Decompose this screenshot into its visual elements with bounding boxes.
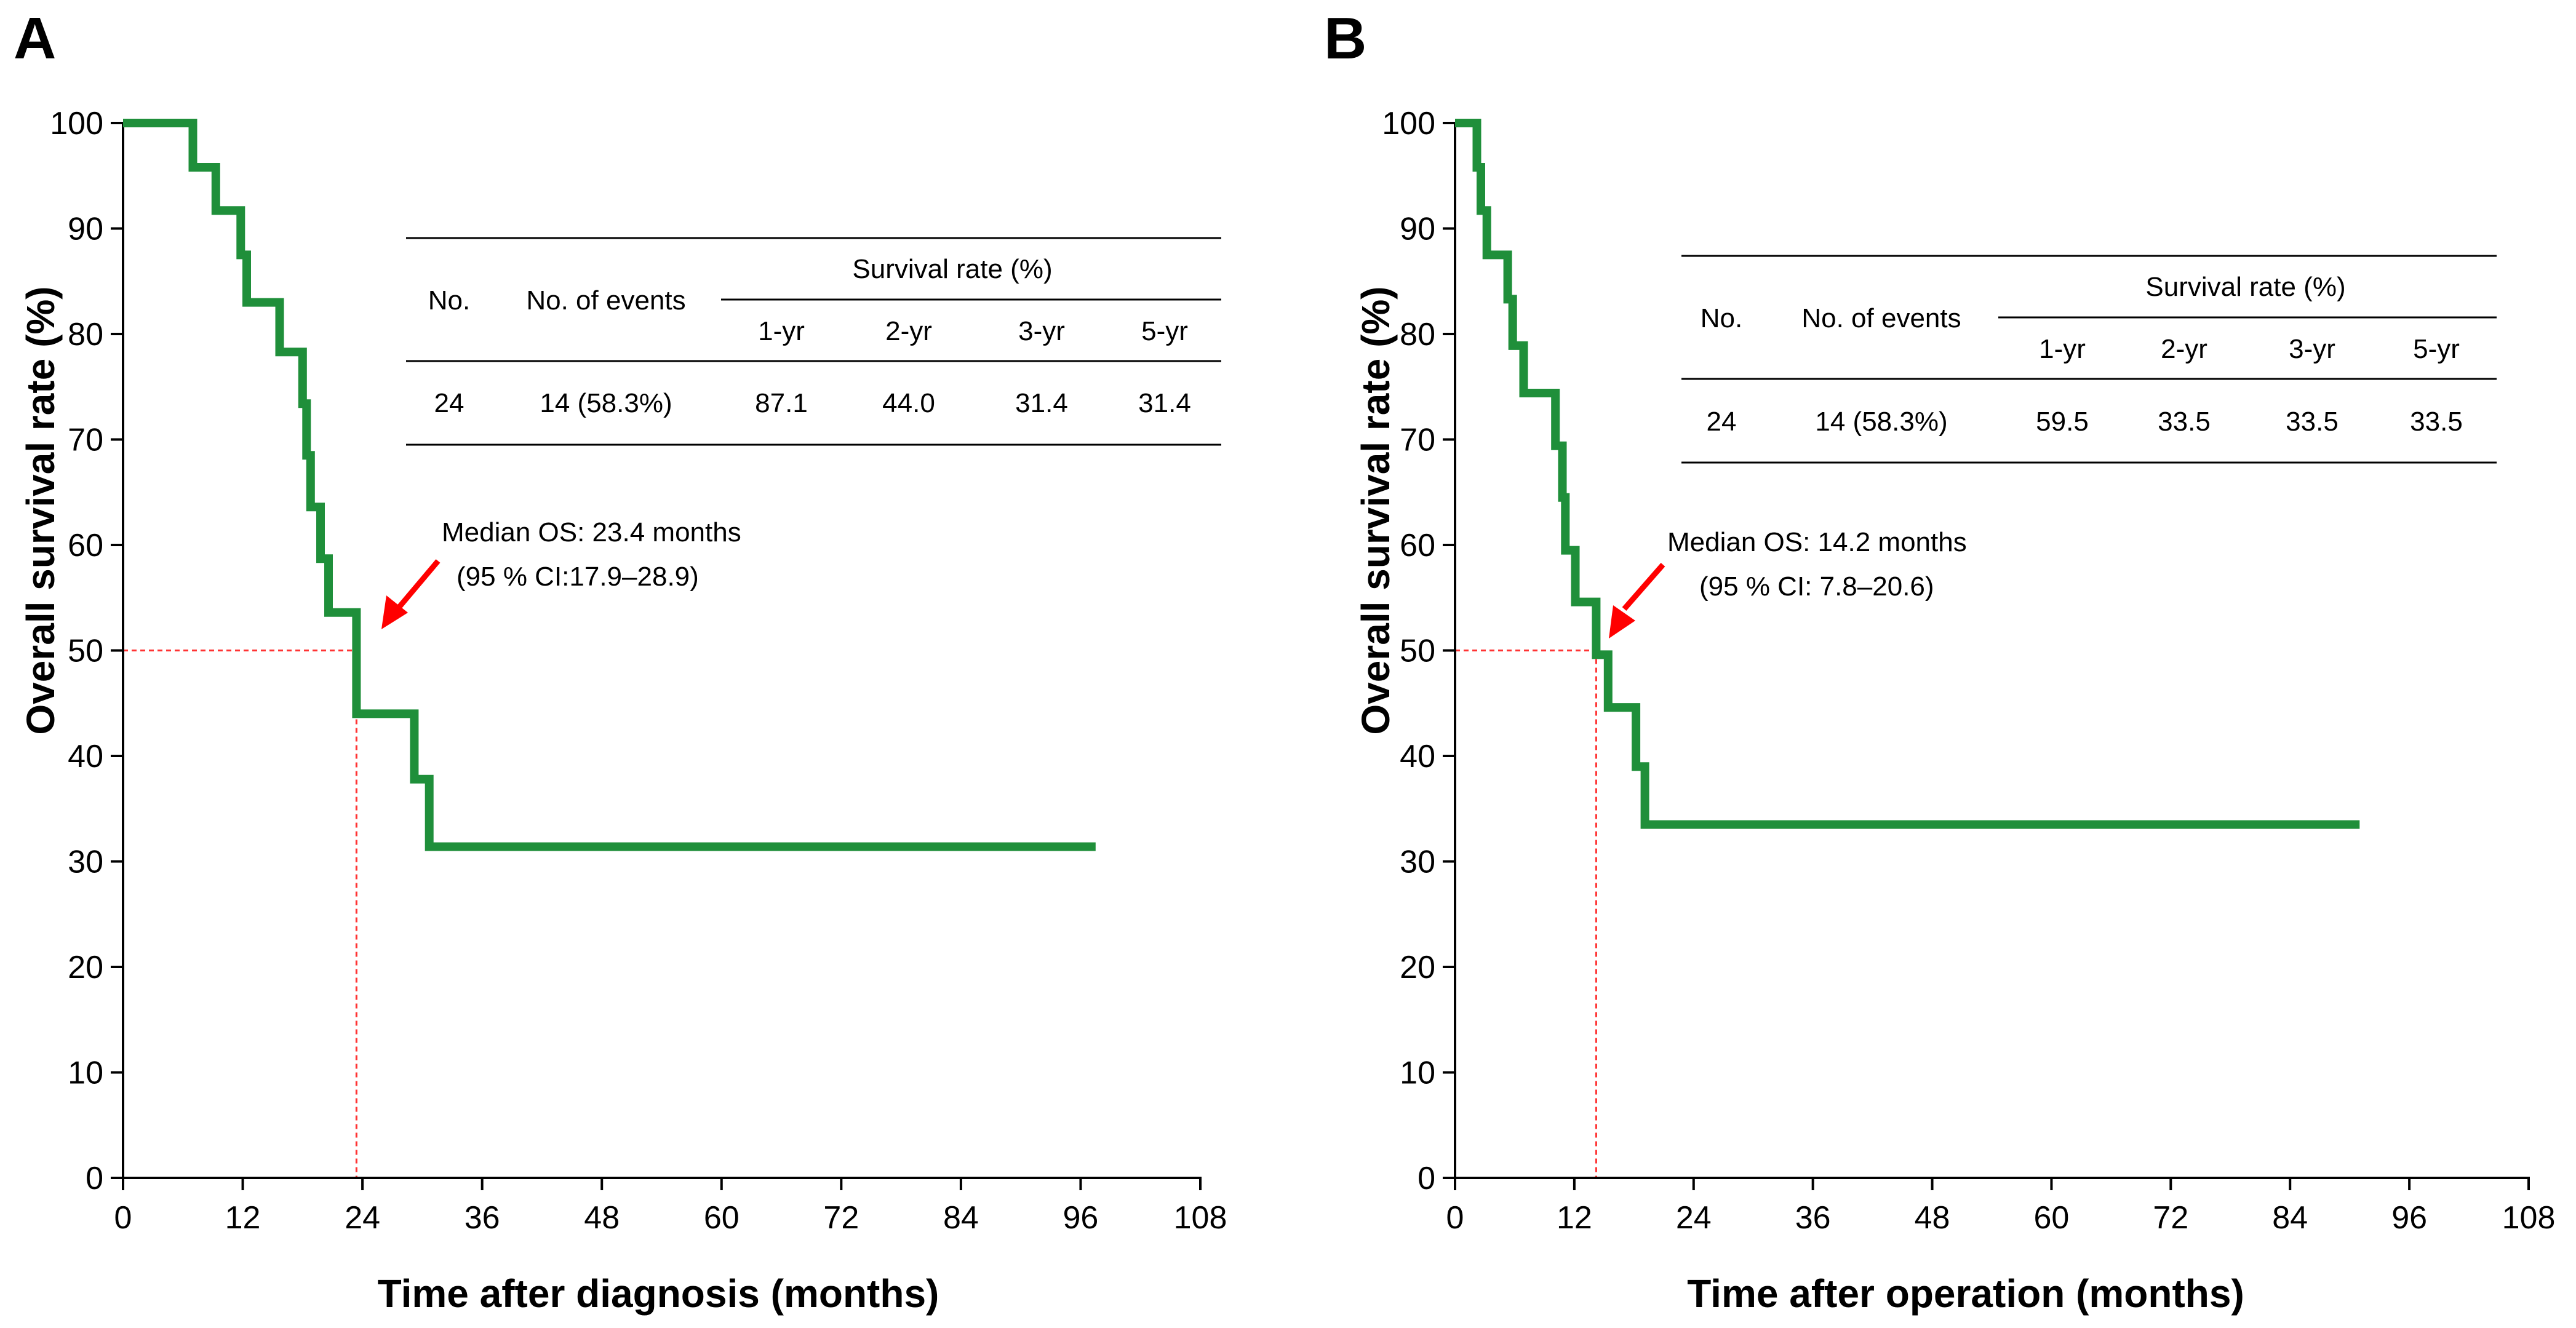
cell-1yr: 59.5 xyxy=(2036,407,2089,437)
y-axis-title: Overall survival rate (%) xyxy=(18,286,63,734)
panel-a: A Overall survival rate (%) Time after d… xyxy=(14,6,1227,1316)
col-header-no: No. xyxy=(428,285,470,316)
y-tick-label: 50 xyxy=(68,634,103,669)
x-axis-title: Time after diagnosis (months) xyxy=(378,1271,939,1316)
survival-series-line xyxy=(1455,119,2360,829)
median-arrow-head xyxy=(1609,605,1635,638)
cell-5yr: 33.5 xyxy=(2410,407,2463,437)
col-header-no: No. xyxy=(1701,303,1742,333)
col-header-survival-rate: Survival rate (%) xyxy=(852,254,1052,284)
x-tick-label: 60 xyxy=(2034,1200,2070,1236)
median-ci-label: (95 % CI: 7.8–20.6) xyxy=(1699,571,1934,602)
col-header-5yr: 5-yr xyxy=(2413,334,2460,364)
cell-no: 24 xyxy=(1707,407,1737,437)
x-tick-label: 72 xyxy=(2153,1200,2188,1236)
median-arrow xyxy=(1622,563,1665,611)
x-tick-label: 48 xyxy=(1915,1200,1950,1236)
median-reference-lines xyxy=(123,650,357,1178)
summary-table: No. No. of events Survival rate (%) 1-yr… xyxy=(1681,255,2497,464)
cell-events: 14 (58.3%) xyxy=(1815,407,1947,437)
y-tick-label: 70 xyxy=(68,423,103,458)
panel-label: B xyxy=(1324,6,1366,71)
col-header-3yr: 3-yr xyxy=(2289,334,2335,364)
x-tick-label: 36 xyxy=(465,1200,500,1236)
x-tick-label: 12 xyxy=(1557,1200,1592,1236)
y-tick-label: 40 xyxy=(1400,739,1435,774)
y-tick-label: 0 xyxy=(1418,1161,1435,1196)
cell-2yr: 44.0 xyxy=(882,388,935,418)
x-tick-label: 0 xyxy=(1446,1200,1464,1236)
cell-no: 24 xyxy=(434,388,465,418)
y-axis-title: Overall survival rate (%) xyxy=(1354,286,1398,734)
summary-table: No. No. of events Survival rate (%) 1-yr… xyxy=(406,237,1221,446)
col-header-2yr: 2-yr xyxy=(2161,334,2207,364)
survival-curve xyxy=(123,119,1096,851)
axes: 0 12 24 36 48 60 72 84 96 108 0 10 20 30 40 50 60 70 80 90 1… xyxy=(50,106,1227,1236)
median-ci-label: (95 % CI:17.9–28.9) xyxy=(457,562,699,592)
col-header-survival-rate: Survival rate (%) xyxy=(2145,272,2345,302)
survival-series-line xyxy=(123,119,1096,851)
col-header-events: No. of events xyxy=(526,285,685,316)
y-tick-label: 30 xyxy=(68,845,103,880)
col-header-1yr: 1-yr xyxy=(758,316,805,346)
median-annotation: Median OS: 14.2 months (95 % CI: 7.8–20.… xyxy=(1609,527,1967,638)
x-tick-label: 24 xyxy=(345,1200,380,1236)
y-tick-label: 0 xyxy=(86,1161,103,1196)
y-tick-label: 90 xyxy=(68,212,103,247)
col-header-5yr: 5-yr xyxy=(1141,316,1188,346)
cell-events: 14 (58.3%) xyxy=(540,388,672,418)
y-tick-label: 20 xyxy=(1400,950,1435,985)
col-header-2yr: 2-yr xyxy=(885,316,932,346)
y-tick-label: 40 xyxy=(68,739,103,774)
cell-1yr: 87.1 xyxy=(755,388,808,418)
y-tick-label: 70 xyxy=(1400,423,1435,458)
y-tick-label: 60 xyxy=(1400,528,1435,563)
x-tick-label: 36 xyxy=(1795,1200,1831,1236)
x-axis-title: Time after operation (months) xyxy=(1687,1271,2244,1316)
median-arrow xyxy=(393,559,441,614)
y-tick-label: 90 xyxy=(1400,212,1435,247)
panel-label: A xyxy=(14,6,56,71)
col-header-events: No. of events xyxy=(1801,303,1961,333)
median-os-label: Median OS: 14.2 months xyxy=(1667,527,1967,557)
x-tick-label: 96 xyxy=(2391,1200,2427,1236)
x-tick-label: 96 xyxy=(1063,1200,1099,1236)
y-tick-label: 50 xyxy=(1400,634,1435,669)
survival-curve xyxy=(1455,119,2360,829)
y-tick-label: 10 xyxy=(68,1056,103,1091)
x-tick-label: 72 xyxy=(823,1200,859,1236)
median-os-label: Median OS: 23.4 months xyxy=(442,517,741,547)
x-tick-label: 108 xyxy=(2502,1200,2556,1236)
x-tick-label: 108 xyxy=(1174,1200,1227,1236)
median-annotation: Median OS: 23.4 months (95 % CI:17.9–28.… xyxy=(381,517,741,629)
y-tick-label: 30 xyxy=(1400,845,1435,880)
x-tick-label: 12 xyxy=(225,1200,261,1236)
col-header-1yr: 1-yr xyxy=(2039,334,2086,364)
y-tick-label: 100 xyxy=(50,106,103,141)
x-tick-label: 24 xyxy=(1676,1200,1712,1236)
cell-3yr: 33.5 xyxy=(2286,407,2339,437)
cell-3yr: 31.4 xyxy=(1015,388,1068,418)
y-tick-label: 10 xyxy=(1400,1056,1435,1091)
axes: 0 12 24 36 48 60 72 84 96 108 0 10 20 30 40 50 60 70 80 90 1… xyxy=(1382,106,2555,1236)
col-header-3yr: 3-yr xyxy=(1018,316,1065,346)
median-reference-lines xyxy=(1455,650,1597,1178)
cell-2yr: 33.5 xyxy=(2158,407,2211,437)
x-tick-label: 84 xyxy=(2272,1200,2308,1236)
x-tick-label: 48 xyxy=(584,1200,620,1236)
y-tick-label: 80 xyxy=(68,317,103,352)
y-tick-label: 60 xyxy=(68,528,103,563)
x-tick-label: 84 xyxy=(943,1200,979,1236)
median-arrow-head xyxy=(381,595,408,629)
x-tick-label: 60 xyxy=(704,1200,740,1236)
y-tick-label: 100 xyxy=(1382,106,1435,141)
y-tick-label: 80 xyxy=(1400,317,1435,352)
y-tick-label: 20 xyxy=(68,950,103,985)
cell-5yr: 31.4 xyxy=(1138,388,1191,418)
x-tick-label: 0 xyxy=(114,1200,132,1236)
panel-b: B Overall survival rate (%) Time after o… xyxy=(1324,6,2555,1316)
